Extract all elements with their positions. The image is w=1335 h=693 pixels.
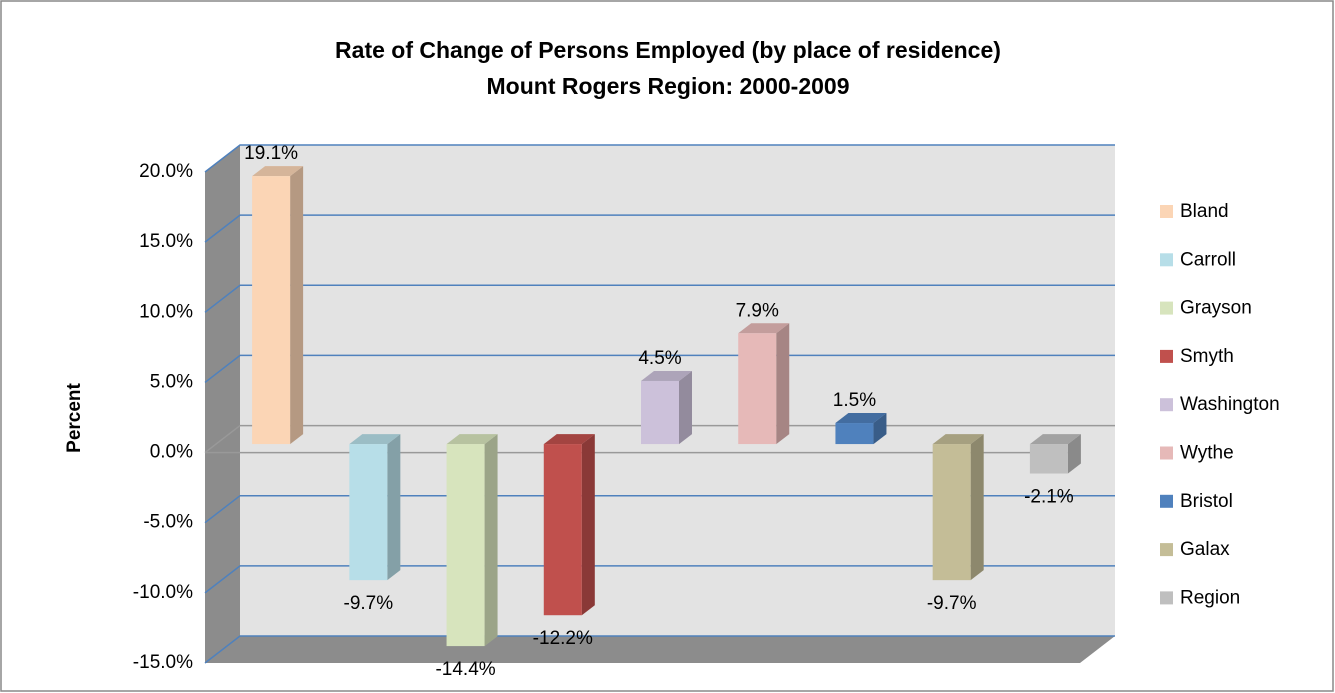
bar-side-shade [290, 166, 304, 445]
y-tick-label: 15.0% [139, 231, 193, 252]
bar-top-shade [252, 166, 304, 177]
legend-swatch [1160, 446, 1173, 460]
data-label: 1.5% [833, 390, 876, 411]
bar-top [349, 434, 401, 445]
bar-top-shade [932, 434, 984, 445]
grid-line [204, 565, 1115, 594]
bar-top-shade [835, 413, 887, 424]
bar-side-shade [1067, 434, 1081, 474]
y-tick-label: -15.0% [133, 652, 193, 673]
bar-side [970, 434, 984, 581]
bar-top [641, 370, 692, 381]
bar-side-shade [484, 434, 498, 647]
bar [1029, 444, 1068, 474]
legend-label: Region [1180, 587, 1240, 608]
bar [446, 444, 485, 647]
legend-swatch [1160, 591, 1173, 605]
data-label: -9.7% [344, 593, 394, 614]
y-tick-label: -5.0% [143, 512, 193, 533]
legend-label: Bristol [1180, 491, 1233, 512]
bar [932, 444, 971, 581]
grid-line [204, 214, 1115, 243]
legend-swatch [1160, 301, 1173, 315]
bar-side [581, 434, 595, 616]
bar-side [679, 370, 692, 445]
legend-swatch [1160, 494, 1173, 508]
y-tick-label: 10.0% [139, 301, 193, 322]
bar [641, 380, 679, 445]
grid-line [204, 144, 1115, 173]
grid-line [204, 424, 1115, 454]
y-tick-label: -10.0% [133, 582, 193, 603]
bar-side-shade [387, 434, 401, 581]
bar-side-shade [679, 370, 692, 445]
side-wall [205, 145, 240, 663]
bar-side [387, 434, 401, 581]
legend-swatch [1160, 398, 1173, 412]
y-tick-label: 20.0% [139, 161, 193, 182]
bar-top [835, 413, 887, 424]
bar [738, 333, 777, 445]
data-label: -9.7% [927, 593, 977, 614]
legend-label: Wythe [1180, 443, 1234, 464]
legend-swatch [1160, 349, 1173, 363]
bar-top-shade [1029, 434, 1081, 445]
legend-label: Washington [1180, 394, 1280, 415]
y-tick-label: 5.0% [150, 371, 193, 392]
grid-line [204, 284, 1115, 313]
bar [349, 444, 388, 581]
grid-line [204, 494, 1115, 524]
legend-label: Grayson [1180, 298, 1252, 319]
floor [205, 636, 1115, 663]
grid-line [204, 354, 1115, 384]
chart-title: Rate of Change of Persons Employed (by p… [335, 37, 1001, 63]
bar-side [290, 166, 304, 445]
bar [835, 423, 874, 445]
bar [543, 444, 582, 616]
bar-top-shade [446, 434, 498, 445]
bar-top [252, 166, 304, 177]
bar-top [1029, 434, 1081, 445]
bar-side-shade [581, 434, 595, 616]
bar-side-shade [970, 434, 984, 581]
data-label: -2.1% [1024, 487, 1074, 508]
y-tick-label: 0.0% [150, 442, 193, 463]
data-label: 7.9% [736, 300, 779, 321]
chart-subtitle: Mount Rogers Region: 2000-2009 [487, 73, 850, 99]
bar-top [446, 434, 498, 445]
bar-top-shade [349, 434, 401, 445]
data-label: 19.1% [244, 143, 298, 164]
legend-label: Carroll [1180, 249, 1236, 270]
legend-swatch [1160, 205, 1173, 218]
legend-swatch [1160, 253, 1173, 267]
bar-side [873, 413, 887, 445]
bar-side [1067, 434, 1081, 474]
y-axis-label: Percent [64, 382, 85, 452]
grid-line [204, 635, 1115, 664]
bar-top-shade [543, 434, 595, 445]
bar-top-shade [738, 323, 790, 334]
bar-top [543, 434, 595, 445]
legend-label: Bland [1180, 201, 1229, 222]
bar-top [932, 434, 984, 445]
bar-top-shade [641, 370, 692, 381]
bar-top [738, 323, 790, 334]
bar [252, 176, 291, 445]
legend-label: Galax [1180, 539, 1230, 560]
legend-label: Smyth [1180, 346, 1234, 367]
bar-side [776, 323, 790, 445]
data-label: 4.5% [638, 348, 681, 369]
legend-swatch [1160, 543, 1173, 557]
data-label: -14.4% [435, 659, 495, 680]
bar-side-shade [776, 323, 790, 445]
bar-side-shade [873, 413, 887, 445]
bar-side [484, 434, 498, 647]
data-label: -12.2% [533, 628, 593, 649]
